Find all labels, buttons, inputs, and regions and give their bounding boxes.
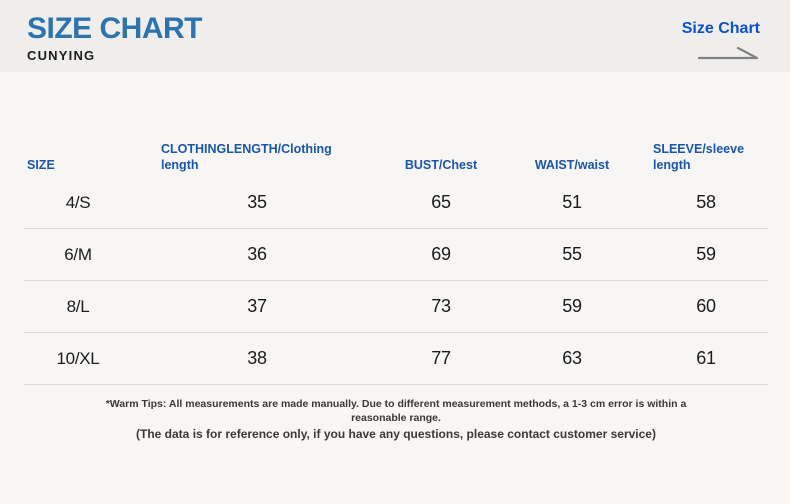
- bust-cell: 69: [431, 244, 451, 264]
- size-cell: 10/XL: [56, 348, 100, 368]
- arrow-right-icon: [698, 46, 759, 60]
- header-band: SIZE CHART CUNYING Size Chart: [0, 0, 790, 72]
- column-header-waist-label: WAIST/waist: [534, 157, 610, 172]
- size-table: SIZE CLOTHINGLENGTH/Clothing length BUST…: [0, 72, 790, 442]
- column-header-bust-label: BUST/Chest: [404, 157, 478, 172]
- clothing-length-cell: 35: [247, 192, 267, 212]
- column-header-size-label: SIZE: [27, 157, 55, 172]
- page-title: SIZE CHART: [27, 12, 203, 45]
- warm-tips-text: *Warm Tips: All measurements are made ma…: [105, 398, 687, 424]
- table-row-6m: 6/M 36 69 55 59: [24, 229, 768, 281]
- table-header-row: SIZE CLOTHINGLENGTH/Clothing length BUST…: [24, 72, 768, 177]
- sleeve-cell: 59: [696, 244, 716, 264]
- bust-cell: 73: [431, 296, 451, 316]
- waist-cell: 63: [562, 348, 582, 368]
- tips-footer: *Warm Tips: All measurements are made ma…: [24, 398, 768, 442]
- size-cell: 4/S: [65, 192, 91, 212]
- column-header-clothing-length: CLOTHINGLENGTH/Clothing length: [132, 72, 382, 177]
- reference-note-text: (The data is for reference only, if you …: [136, 427, 656, 442]
- size-cell: 8/L: [66, 296, 90, 316]
- table-row-4s: 4/S 35 65 51 58: [24, 177, 768, 229]
- table-row-8l: 8/L 37 73 59 60: [24, 281, 768, 333]
- column-header-waist: WAIST/waist: [500, 72, 644, 177]
- waist-cell: 59: [562, 296, 582, 316]
- column-header-sleeve-label: SLEEVE/sleeve length: [653, 141, 745, 172]
- column-header-sleeve: SLEEVE/sleeve length: [644, 72, 768, 177]
- size-chart-link-label: Size Chart: [681, 20, 760, 37]
- bust-cell: 77: [431, 348, 451, 368]
- sleeve-cell: 61: [696, 348, 716, 368]
- size-cell: 6/M: [64, 244, 92, 264]
- waist-cell: 55: [562, 244, 582, 264]
- size-chart-link[interactable]: Size Chart: [682, 13, 760, 61]
- sleeve-cell: 58: [696, 192, 716, 212]
- bust-cell: 65: [431, 192, 451, 212]
- clothing-length-cell: 36: [247, 244, 267, 264]
- column-header-clothing-length-label: CLOTHINGLENGTH/Clothing length: [161, 141, 332, 172]
- waist-cell: 51: [562, 192, 582, 212]
- table-row-10xl: 10/XL 38 77 63 61: [24, 333, 768, 385]
- clothing-length-cell: 37: [247, 296, 267, 316]
- column-header-bust: BUST/Chest: [382, 72, 500, 177]
- clothing-length-cell: 38: [247, 348, 267, 368]
- brand-name: CUNYING: [27, 47, 96, 63]
- sleeve-cell: 60: [696, 296, 716, 316]
- brand-block: SIZE CHART CUNYING: [27, 12, 203, 63]
- column-header-size: SIZE: [24, 72, 132, 177]
